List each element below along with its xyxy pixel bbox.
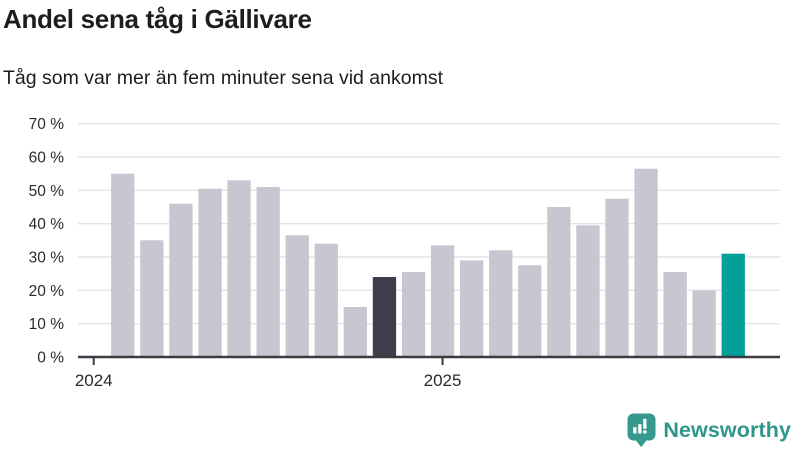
bar-2025-05: [547, 207, 571, 357]
bar-2024-09: [314, 243, 338, 357]
page-title: Andel sena tåg i Gällivare: [3, 4, 312, 34]
y-axis-tick-label: 30 %: [29, 250, 65, 267]
y-axis-tick-label: 20 %: [29, 283, 65, 300]
newsworthy-logo: Newsworthy: [627, 413, 791, 448]
newsworthy-logo-text: Newsworthy: [663, 418, 791, 442]
bar-2025-10: [692, 290, 716, 357]
x-axis-tick-label: 2024: [75, 371, 113, 390]
bar-2024-08: [285, 235, 309, 357]
bar-2025-09: [663, 272, 687, 357]
y-axis-tick-label: 10 %: [29, 316, 65, 333]
bar-2024-02: [111, 173, 135, 357]
bar-2025-08: [634, 168, 658, 357]
newsworthy-logo-icon: [627, 413, 656, 448]
chart-subtitle: Tåg som var mer än fem minuter sena vid …: [3, 67, 443, 89]
y-axis-tick-label: 50 %: [29, 183, 65, 200]
bar-2025-03: [489, 250, 513, 357]
bar-2024-12: [401, 272, 426, 357]
logo-exclamation-bar: [643, 418, 647, 429]
y-axis-tick-label: 60 %: [29, 150, 65, 167]
bar-2025-11: [721, 253, 745, 357]
logo-bar-short: [633, 427, 637, 434]
logo-bar-tall: [638, 424, 642, 434]
bar-2024-04: [169, 203, 193, 357]
y-axis-tick-label: 70 %: [29, 116, 65, 133]
x-axis-tick-label: 2025: [424, 371, 462, 390]
bar-2025-06: [576, 225, 600, 357]
y-axis-tick-label: 0 %: [37, 350, 64, 367]
bar-2024-10: [343, 307, 367, 357]
bar-2024-03: [140, 240, 164, 357]
bar-2025-04: [518, 265, 542, 357]
bar-2025-07: [605, 198, 629, 357]
bar-2025-02: [460, 260, 484, 357]
bar-2024-07: [256, 187, 280, 357]
bar-2024-11: [372, 277, 397, 357]
bar-2024-06: [227, 180, 251, 357]
bar-2024-05: [198, 188, 222, 357]
logo-exclamation-dot: [643, 430, 647, 434]
y-axis-tick-label: 40 %: [29, 216, 65, 233]
bar-2025-01: [430, 245, 455, 357]
